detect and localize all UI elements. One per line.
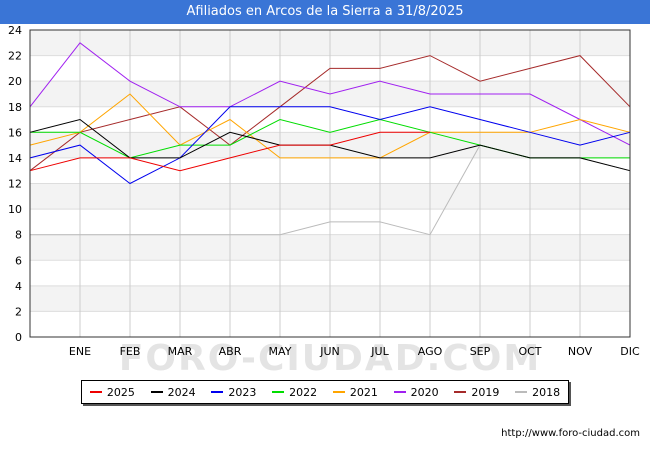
x-tick-label: SEP xyxy=(470,345,491,358)
legend-swatch xyxy=(332,391,345,393)
y-tick-label: 8 xyxy=(15,229,22,242)
x-tick-label: OCT xyxy=(518,345,541,358)
legend-item-2024: 2024 xyxy=(150,385,196,399)
x-tick-label: NOV xyxy=(568,345,593,358)
legend-swatch xyxy=(150,391,163,393)
y-tick-label: 2 xyxy=(15,305,22,318)
x-tick-label: ENE xyxy=(69,345,91,358)
legend-label: 2019 xyxy=(471,385,500,399)
legend-label: 2020 xyxy=(410,385,439,399)
legend-label: 2025 xyxy=(106,385,135,399)
source-url: http://www.foro-ciudad.com xyxy=(501,428,640,439)
legend-label: 2022 xyxy=(289,385,318,399)
series-line-2025 xyxy=(29,131,430,172)
series-line-2020 xyxy=(29,42,631,146)
legend-item-2020: 2020 xyxy=(393,385,439,399)
y-tick-label: 22 xyxy=(8,50,22,63)
legend-label: 2021 xyxy=(349,385,378,399)
x-tick-label: ABR xyxy=(219,345,242,358)
legend: 2025 2024 2023 2022 2021 2020 2019 2018 xyxy=(81,380,569,404)
legend-item-2025: 2025 xyxy=(89,385,135,399)
x-tick-label: MAR xyxy=(168,345,193,358)
x-tick-label: JUL xyxy=(370,345,389,358)
legend-label: 2024 xyxy=(167,385,196,399)
legend-label: 2018 xyxy=(532,385,561,399)
legend-swatch xyxy=(89,391,102,393)
y-tick-label: 16 xyxy=(8,126,22,139)
legend-swatch xyxy=(211,391,224,393)
plot-border xyxy=(29,29,631,338)
legend-item-2023: 2023 xyxy=(211,386,256,399)
y-tick-label: 20 xyxy=(8,75,22,88)
legend-item-2021: 2021 xyxy=(332,385,378,399)
y-tick-label: 10 xyxy=(8,203,22,216)
x-axis: ENE FEB MAR ABR MAY JUN JUL AGO SEP OCT NOV DIC xyxy=(69,345,640,358)
x-tick-label: MAY xyxy=(269,345,292,358)
legend-swatch xyxy=(454,391,467,393)
x-tick-label: DIC xyxy=(620,345,640,358)
chart-title: Afiliados en Arcos de la Sierra a 31/8/2… xyxy=(0,0,650,24)
legend-swatch xyxy=(515,391,528,393)
x-tick-label: AGO xyxy=(418,345,443,358)
legend-swatch xyxy=(272,391,285,393)
x-tick-label: JUN xyxy=(319,345,340,358)
y-tick-label: 12 xyxy=(8,178,22,191)
series-line-2019 xyxy=(29,55,631,172)
series-line-2023 xyxy=(29,106,631,185)
y-tick-label: 24 xyxy=(8,24,22,37)
legend-swatch xyxy=(393,391,406,393)
x-tick-label: FEB xyxy=(120,345,141,358)
y-tick-label: 0 xyxy=(15,331,22,344)
legend-item-2019: 2019 xyxy=(454,386,499,399)
y-tick-label: 4 xyxy=(15,280,22,293)
y-tick-label: 14 xyxy=(8,152,22,165)
legend-item-2018: 2018 xyxy=(515,386,560,399)
watermark: FORO-CIUDAD.COM xyxy=(119,338,541,379)
y-tick-label: 18 xyxy=(8,101,22,114)
legend-item-2022: 2022 xyxy=(272,386,317,399)
series-lines xyxy=(29,42,631,236)
y-tick-label: 6 xyxy=(15,254,22,267)
legend-label: 2023 xyxy=(228,385,257,399)
